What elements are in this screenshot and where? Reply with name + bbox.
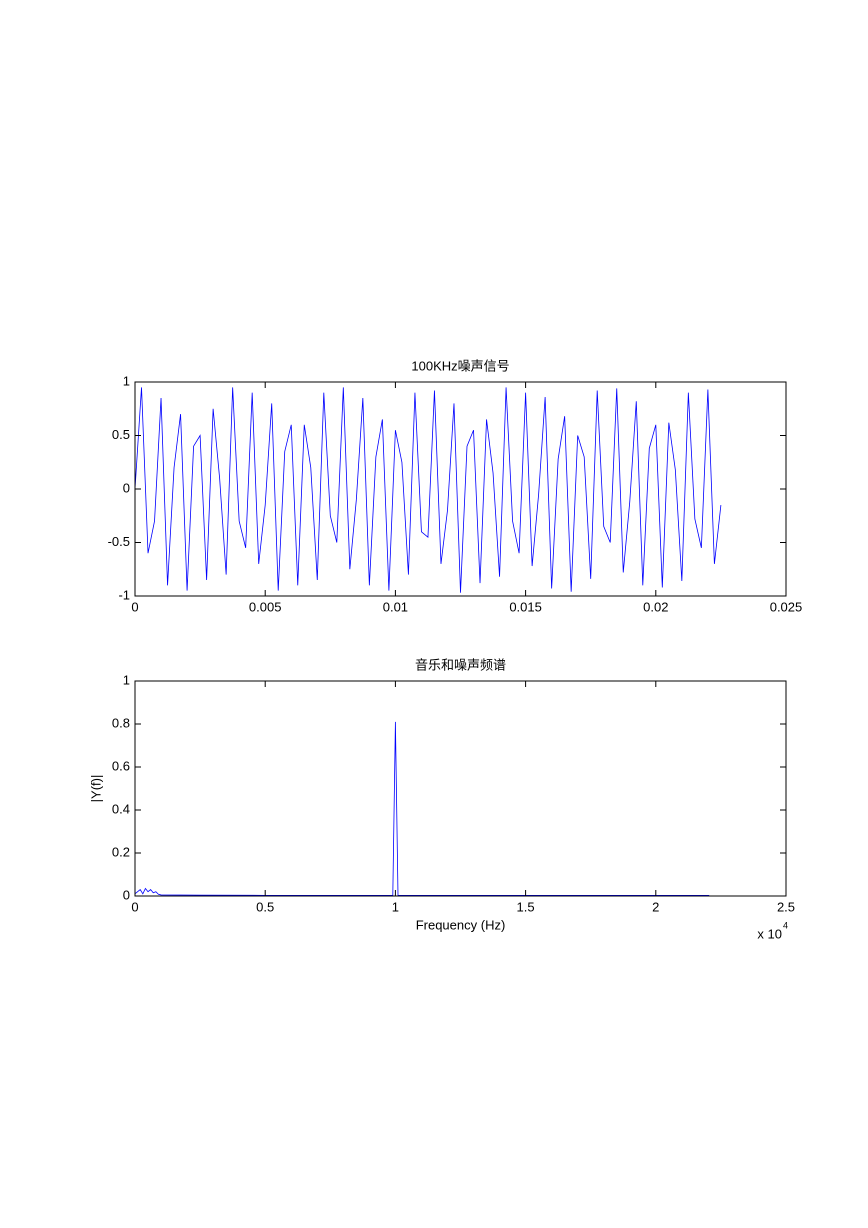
axes-box [134,680,787,897]
y-tick-label: -0.5 [108,534,130,549]
x-tick-label: 2 [652,899,659,914]
plot-area [135,681,786,896]
x-tick-label: 0.005 [249,599,282,614]
x-tick-label: 1.5 [517,899,535,914]
x-tick-label: 1 [392,899,399,914]
chart-title: 100KHz噪声信号 [411,358,509,373]
x-multiplier-exponent: 4 [783,920,788,930]
y-tick-label: 0.8 [112,715,130,730]
chart-title: 音乐和噪声频谱 [415,657,506,672]
y-tick-label: 0.6 [112,758,130,773]
x-tick-label: 0 [131,899,138,914]
x-tick-label: 0.02 [643,599,668,614]
x-multiplier: x 10 [757,926,782,941]
signal-line [134,721,710,896]
x-axis-label: Frequency (Hz) [416,917,506,932]
x-tick-label: 2.5 [777,899,795,914]
x-tick-label: 0.025 [770,599,803,614]
y-tick-label: 1 [123,373,130,388]
y-axis-label: |Y(f)| [88,775,103,803]
signal-line [134,387,722,593]
x-tick-label: 0.015 [509,599,542,614]
y-tick-label: 0 [123,887,130,902]
y-tick-label: 0.2 [112,844,130,859]
y-tick-label: 1 [123,672,130,687]
y-tick-label: 0.5 [112,427,130,442]
x-tick-label: 0.01 [383,599,408,614]
y-tick-label: 0.4 [112,801,130,816]
x-tick-label: 0.5 [256,899,274,914]
y-tick-label: 0 [123,480,130,495]
y-tick-label: -1 [118,587,130,602]
plot-area [135,382,786,596]
x-tick-label: 0 [131,599,138,614]
